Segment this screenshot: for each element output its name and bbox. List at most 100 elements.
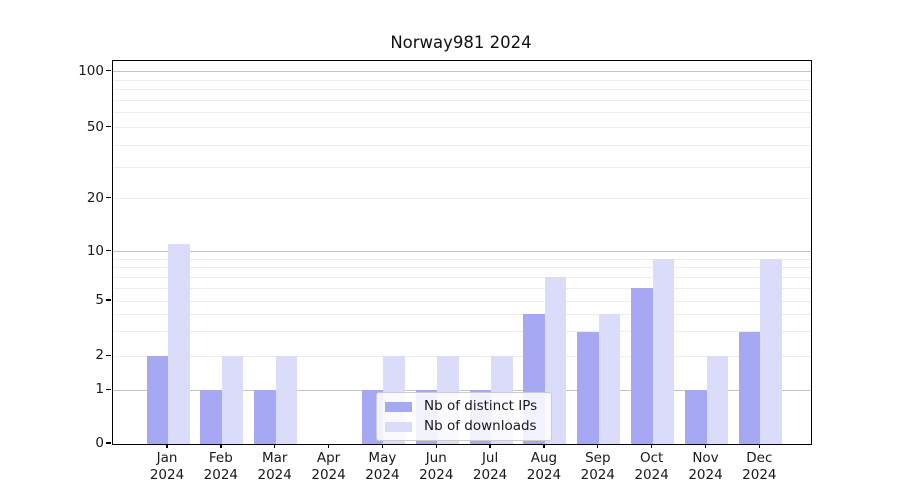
- y-tick-mark: [106, 354, 111, 356]
- x-tick-year: 2024: [149, 467, 185, 483]
- x-tick-label: Jan 2024: [127, 450, 207, 484]
- x-tick-label: Apr 2024: [289, 450, 369, 484]
- bar-jan-downloads: [168, 244, 190, 444]
- x-tick-mark: [327, 444, 330, 448]
- legend-item-distinct-ips: Nb of distinct IPs: [385, 399, 543, 414]
- legend-swatch-downloads-icon: [385, 421, 412, 432]
- y-tick-mark: [106, 249, 111, 252]
- x-tick-year: 2024: [311, 467, 346, 483]
- x-tick-month: Jun: [425, 450, 447, 466]
- bar-dec-downloads: [760, 259, 782, 444]
- y-tick-label: 1: [95, 381, 104, 398]
- x-tick-label: May 2024: [342, 450, 422, 484]
- x-tick-mark: [274, 444, 276, 448]
- legend-item-downloads: Nb of downloads: [385, 419, 543, 434]
- legend-label-downloads: Nb of downloads: [424, 418, 537, 434]
- y-tick-label: 0: [95, 435, 104, 451]
- x-tick-label: Feb 2024: [181, 450, 261, 484]
- bar-nov-ips: [685, 390, 707, 444]
- minor-gridline: [113, 166, 811, 168]
- minor-gridline: [113, 79, 811, 81]
- minor-gridline: [113, 198, 811, 200]
- x-tick-year: 2024: [742, 467, 777, 483]
- y-tick-label: 50: [86, 118, 104, 135]
- legend: Nb of distinct IPs Nb of downloads: [376, 392, 552, 441]
- minor-gridline: [113, 144, 811, 146]
- x-tick-month: Nov: [692, 450, 719, 466]
- bar-mar-downloads: [275, 356, 298, 444]
- minor-gridline: [113, 331, 811, 333]
- y-tick-mark: [106, 442, 111, 444]
- major-gridline: [113, 251, 811, 253]
- x-tick-mark: [543, 444, 545, 448]
- y-tick-mark: [106, 126, 111, 128]
- minor-gridline: [113, 127, 811, 129]
- x-tick-month: Dec: [746, 450, 773, 466]
- minor-gridline: [113, 300, 811, 302]
- bar-jan-ips: [146, 356, 168, 444]
- x-tick-month: May: [368, 450, 397, 466]
- x-tick-mark: [704, 444, 707, 448]
- bar-sep-downloads: [598, 314, 621, 444]
- minor-gridline: [113, 258, 811, 260]
- x-tick-mark: [166, 444, 168, 448]
- y-tick-label: 5: [95, 291, 104, 308]
- x-tick-mark: [381, 444, 384, 448]
- x-tick-label: Jul 2024: [450, 450, 530, 484]
- x-tick-year: 2024: [257, 467, 292, 483]
- x-tick-year: 2024: [526, 467, 562, 483]
- major-gridline: [113, 389, 811, 391]
- x-tick-month: Mar: [261, 450, 288, 466]
- x-tick-year: 2024: [688, 467, 723, 483]
- chart-title: Norway981 2024: [390, 33, 532, 52]
- x-tick-month: Oct: [639, 450, 664, 466]
- x-tick-month: Sep: [585, 450, 611, 466]
- x-tick-label: Sep 2024: [558, 450, 638, 484]
- x-tick-month: Jul: [481, 450, 499, 466]
- x-tick-mark: [597, 444, 599, 448]
- x-tick-month: Aug: [530, 450, 558, 466]
- bar-mar-ips: [254, 390, 276, 444]
- x-tick-year: 2024: [472, 467, 508, 483]
- x-tick-year: 2024: [365, 467, 400, 483]
- x-tick-month: Apr: [316, 450, 341, 466]
- y-tick-label: 100: [78, 62, 104, 79]
- x-tick-month: Feb: [208, 450, 233, 466]
- x-tick-label: Oct 2024: [612, 450, 692, 484]
- y-tick-mark: [106, 69, 111, 72]
- x-tick-label: Mar 2024: [235, 450, 315, 484]
- x-tick-month: Jan: [156, 450, 178, 466]
- y-tick-label: 2: [95, 347, 104, 364]
- plot-area: Nb of distinct IPs Nb of downloads: [112, 60, 812, 445]
- minor-gridline: [113, 112, 811, 114]
- bar-oct-ips: [631, 288, 653, 444]
- minor-gridline: [113, 89, 811, 91]
- major-gridline: [113, 71, 811, 73]
- x-tick-mark: [489, 444, 491, 448]
- legend-swatch-ips-icon: [385, 401, 412, 412]
- bar-nov-downloads: [706, 356, 728, 444]
- minor-gridline: [113, 276, 811, 278]
- x-tick-label: Jun 2024: [396, 450, 476, 484]
- minor-gridline: [113, 100, 811, 102]
- x-tick-mark: [758, 444, 761, 448]
- y-tick-mark: [106, 388, 111, 390]
- x-tick-mark: [435, 444, 437, 448]
- bar-feb-ips: [200, 390, 222, 444]
- y-tick-label: 20: [86, 189, 104, 206]
- x-tick-label: Nov 2024: [666, 450, 746, 484]
- minor-gridline: [113, 267, 811, 269]
- x-tick-mark: [220, 444, 222, 448]
- bar-sep-ips: [577, 331, 599, 444]
- minor-gridline: [113, 355, 811, 357]
- x-tick-year: 2024: [634, 467, 669, 483]
- bar-feb-downloads: [221, 356, 244, 444]
- x-tick-mark: [650, 444, 653, 448]
- y-tick-mark: [106, 299, 111, 301]
- x-tick-year: 2024: [580, 467, 615, 483]
- x-tick-label: Aug 2024: [504, 450, 584, 484]
- x-tick-year: 2024: [419, 467, 454, 483]
- y-tick-label: 10: [86, 242, 104, 259]
- bar-dec-ips: [738, 331, 761, 444]
